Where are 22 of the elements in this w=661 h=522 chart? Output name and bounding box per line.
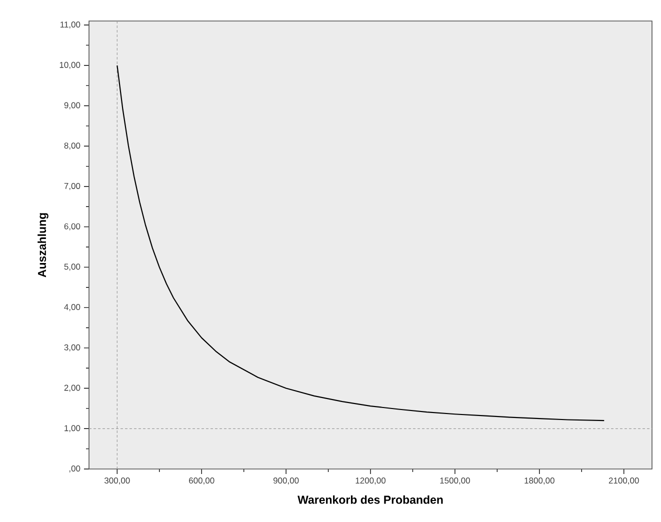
x-tick-label: 1500,00 — [440, 478, 470, 485]
x-tick-label: 1800,00 — [524, 478, 554, 485]
y-tick-label: 1,00 — [64, 425, 80, 432]
x-axis-title: Warenkorb des Probanden — [298, 495, 443, 504]
y-tick-label: ,00 — [69, 465, 80, 473]
y-tick-label: 9,00 — [64, 102, 80, 110]
x-tick-label: 1200,00 — [356, 478, 386, 485]
y-tick-label: 5,00 — [64, 264, 80, 271]
y-tick-label: 3,00 — [64, 344, 80, 352]
y-tick-label: 2,00 — [64, 384, 80, 392]
x-tick-label: 2100,00 — [608, 478, 639, 485]
y-tick-label: 7,00 — [64, 182, 80, 190]
y-tick-label: 8,00 — [64, 142, 80, 150]
x-tick-label: 900,00 — [273, 478, 299, 485]
y-tick-label: 11,00 — [60, 22, 80, 29]
y-tick-label: 4,00 — [64, 304, 80, 312]
y-tick-label: 10,00 — [60, 62, 80, 69]
y-tick-label: 6,00 — [64, 223, 80, 230]
y-axis-title: Auszahlung — [38, 213, 48, 278]
x-tick-label: 300,00 — [104, 478, 130, 485]
line-series — [116, 64, 605, 422]
x-tick-label: 600,00 — [189, 478, 214, 485]
